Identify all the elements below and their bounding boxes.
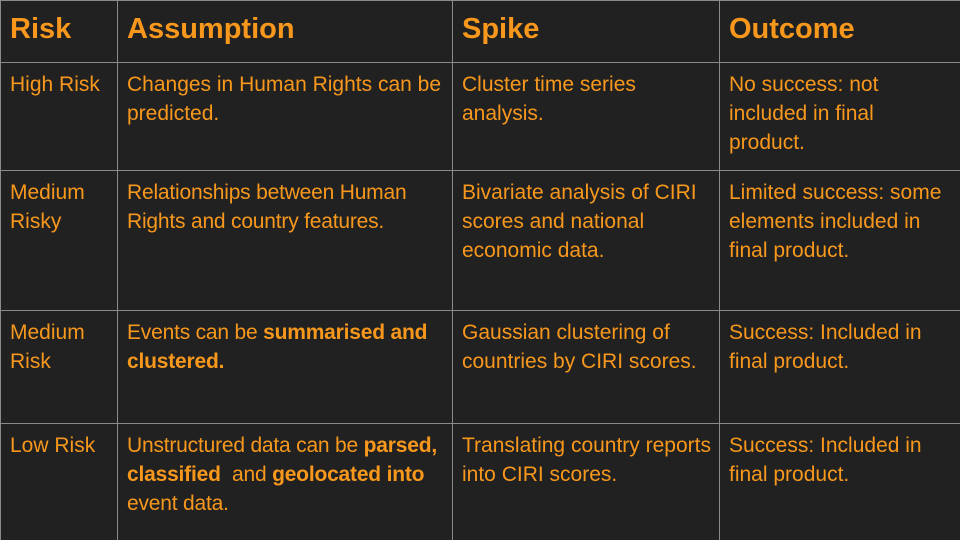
spike-cell: Translating country reports into CIRI sc… [452, 423, 720, 540]
assumption-cell: Events can be summarised and clustered. [117, 310, 453, 424]
table-row: Low Risk Unstructured data can be parsed… [0, 423, 960, 540]
spike-cell: Gaussian clustering of countries by CIRI… [452, 310, 720, 424]
spike-cell: Bivariate analysis of CIRI scores and na… [452, 170, 720, 311]
assumption-text: Unstructured data can be [127, 434, 364, 457]
header-spike: Spike [452, 0, 720, 63]
table-row: High Risk Changes in Human Rights can be… [0, 62, 960, 171]
assumption-cell: Unstructured data can be parsed, classif… [117, 423, 453, 540]
header-outcome: Outcome [719, 0, 960, 63]
header-row: Risk Assumption Spike Outcome [0, 0, 960, 63]
assumption-cell: Relationships between Human Rights and c… [117, 170, 453, 311]
assumption-emphasis: geolocated into [272, 463, 425, 486]
assumption-text: Events can be [127, 321, 264, 344]
risk-cell: Low Risk [0, 423, 118, 540]
assumption-emphasis: parsed, classified [127, 434, 437, 486]
table-row: Medium Risk Events can be summarised and… [0, 310, 960, 424]
risk-cell: Medium Risky [0, 170, 118, 311]
risk-cell: Medium Risk [0, 310, 118, 424]
outcome-cell: Success: Included in final product. [719, 310, 960, 424]
assumption-text: event data. [127, 463, 436, 515]
assumption-text: and [220, 463, 273, 486]
assumption-emphasis: summarised and clustered. [127, 321, 428, 373]
spike-cell: Cluster time series analysis. [452, 62, 720, 171]
outcome-cell: No success: not included in final produc… [719, 62, 960, 171]
table-row: Medium Risky Relationships between Human… [0, 170, 960, 311]
outcome-cell: Limited success: some elements included … [719, 170, 960, 311]
header-risk: Risk [0, 0, 118, 63]
header-assumption: Assumption [117, 0, 453, 63]
assumption-cell: Changes in Human Rights can be predicted… [117, 62, 453, 171]
outcome-cell: Success: Included in final product. [719, 423, 960, 540]
risk-cell: High Risk [0, 62, 118, 171]
